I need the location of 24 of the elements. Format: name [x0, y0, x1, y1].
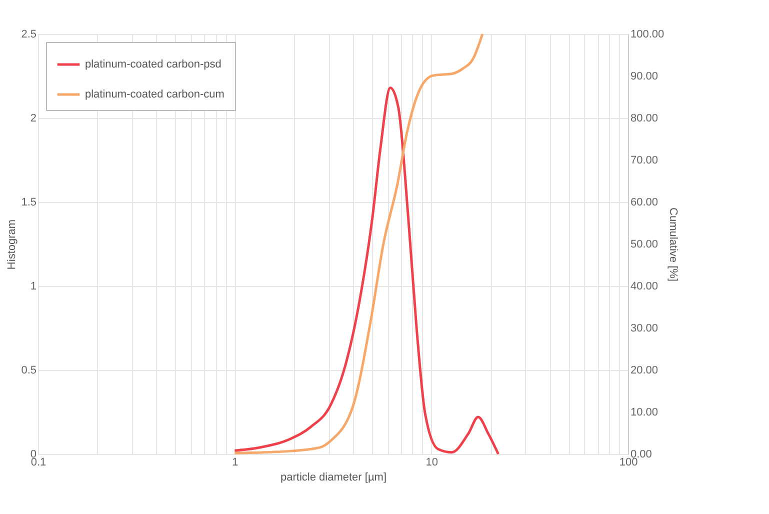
y2-tick-label: 100.00: [630, 28, 664, 40]
y2-axis-title: Cumulative [%]: [667, 208, 680, 282]
y-tick-label: 2: [30, 112, 36, 124]
y-tick-label: 1: [30, 280, 36, 292]
y2-tick-label: 40.00: [630, 280, 658, 292]
x-axis-title: particle diameter [µm]: [280, 472, 386, 484]
y2-tick-label: 80.00: [630, 112, 658, 124]
legend-label: platinum-coated carbon-cum: [85, 88, 224, 100]
y2-tick-label: 90.00: [630, 70, 658, 82]
y2-tick-label: 10.00: [630, 406, 658, 418]
x-tick-label: 1: [232, 456, 238, 468]
x-tick-label: 10: [426, 456, 438, 468]
y-axis-title: Histogram: [6, 219, 18, 270]
y2-tick-label: 20.00: [630, 364, 658, 376]
y2-tick-label: 70.00: [630, 154, 658, 166]
x-tick-label: 0.1: [30, 456, 46, 468]
y-tick-label: 0.5: [21, 364, 36, 376]
y2-tick-label: 30.00: [630, 322, 658, 334]
x-tick-label: 100: [619, 456, 638, 468]
y2-tick-label: 60.00: [630, 196, 658, 208]
y-tick-label: 1.5: [21, 196, 36, 208]
legend-label: platinum-coated carbon-psd: [85, 58, 222, 70]
y2-tick-label: 50.00: [630, 238, 658, 250]
y-tick-label: 2.5: [21, 28, 36, 40]
